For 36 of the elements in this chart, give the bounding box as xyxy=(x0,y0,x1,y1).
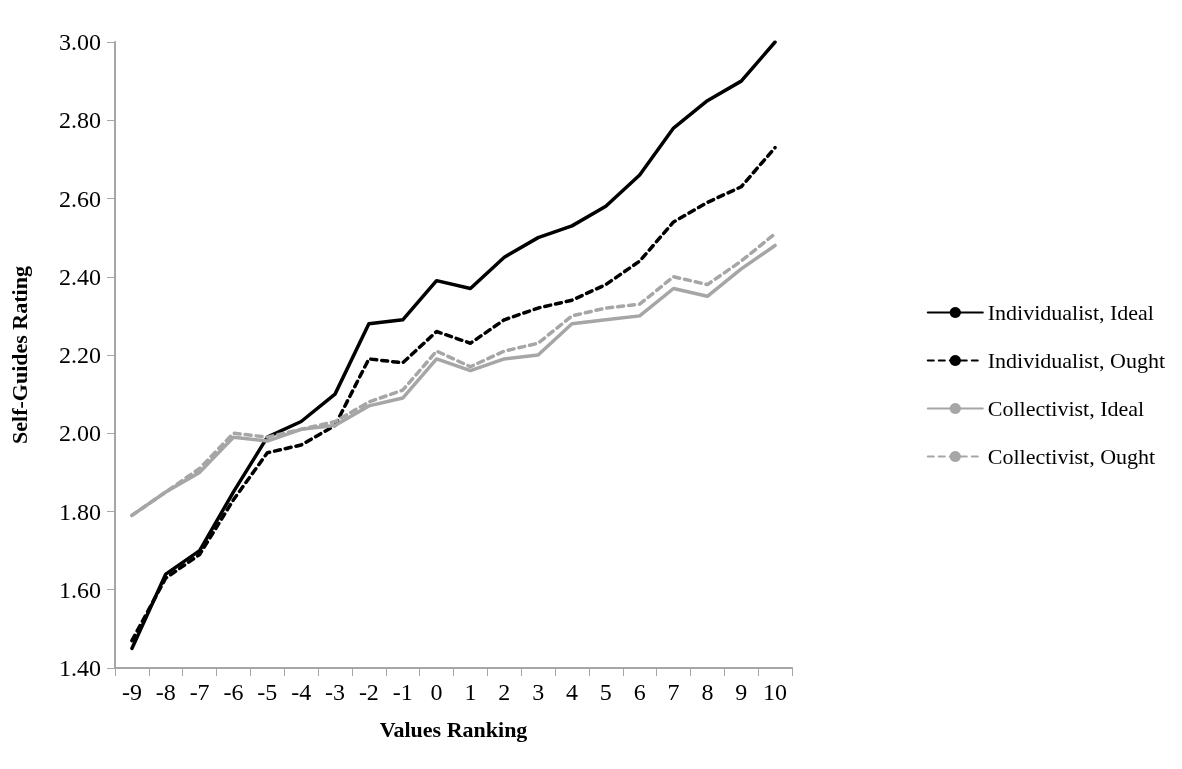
x-tick-label: -3 xyxy=(325,679,346,705)
x-tick-label: 0 xyxy=(430,679,443,705)
x-tick-label: 6 xyxy=(633,679,646,705)
legend-label: Collectivist, Ought xyxy=(987,444,1156,469)
x-tick-label: -1 xyxy=(392,679,413,705)
legend-label: Collectivist, Ideal xyxy=(987,396,1145,421)
y-tick-label: 1.60 xyxy=(59,576,101,603)
x-tick-label: -5 xyxy=(257,679,278,705)
y-tick-label: 2.20 xyxy=(59,342,101,368)
x-tick-label: -6 xyxy=(223,679,244,705)
y-tick-label: 2.80 xyxy=(59,107,101,134)
y-tick-label: 2.40 xyxy=(59,263,101,290)
x-tick-label: 4 xyxy=(565,679,578,705)
y-tick-label: 2.00 xyxy=(59,420,101,447)
y-tick-label: 1.40 xyxy=(59,655,101,681)
x-tick-label: 7 xyxy=(667,679,680,705)
x-tick-label: 10 xyxy=(763,679,788,705)
x-tick-label: 2 xyxy=(498,679,511,705)
x-tick-label: -9 xyxy=(121,679,142,705)
y-tick-label: 2.60 xyxy=(59,185,101,212)
x-tick-label: 3 xyxy=(532,679,545,705)
x-axis-title: Values Ranking xyxy=(379,716,528,742)
line-series xyxy=(130,40,777,651)
x-tick-label: -7 xyxy=(189,679,210,705)
x-tick-label: 8 xyxy=(701,679,714,705)
x-tick-label: -8 xyxy=(155,679,176,705)
y-axis-title: Self-Guides Rating xyxy=(6,266,32,444)
legend-label: Individualist, Ideal xyxy=(987,300,1154,325)
y-tick-label: 3.00 xyxy=(59,29,101,55)
legend-label: Individualist, Ought xyxy=(987,348,1165,373)
y-tick-label: 1.80 xyxy=(59,498,101,525)
x-tick-label: -2 xyxy=(358,679,379,705)
x-tick-label: 5 xyxy=(599,679,612,705)
x-tick-label: 9 xyxy=(735,679,748,705)
x-tick-label: 1 xyxy=(464,679,477,705)
x-tick-label: -4 xyxy=(291,679,312,705)
